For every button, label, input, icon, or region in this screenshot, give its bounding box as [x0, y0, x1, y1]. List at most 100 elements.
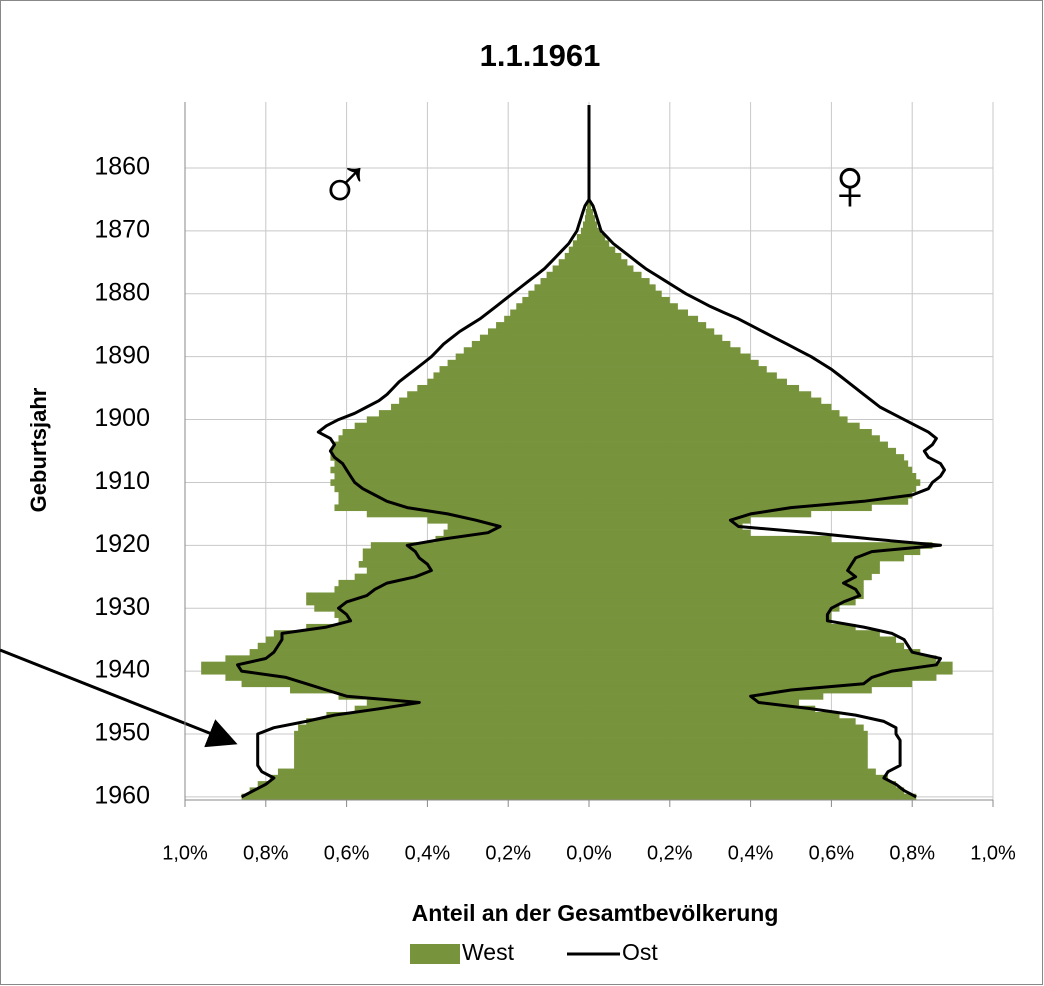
bar — [225, 674, 589, 681]
y-tick-label: 1900 — [94, 404, 150, 432]
bar — [354, 573, 589, 581]
bar — [589, 667, 953, 675]
x-tick-label: 0,0% — [566, 842, 612, 864]
bar — [354, 705, 589, 713]
x-tick-label: 0,8% — [889, 842, 935, 864]
bar — [589, 529, 751, 537]
y-tick-label: 1920 — [94, 530, 150, 558]
x-tick-label: 0,8% — [243, 842, 289, 864]
bar — [427, 517, 589, 524]
bar — [443, 529, 589, 537]
bar — [522, 296, 589, 304]
line — [587, 105, 946, 799]
bar — [269, 774, 589, 782]
bar — [589, 561, 880, 568]
x-tick-label: 0,6% — [809, 842, 855, 864]
bar — [589, 661, 953, 669]
bar — [589, 384, 800, 392]
bar — [589, 359, 759, 367]
y-axis-label: Geburtsjahr — [26, 387, 51, 512]
bar — [585, 208, 589, 216]
bar — [306, 592, 589, 600]
bar — [589, 517, 751, 524]
male-symbol: ♂ — [317, 143, 373, 226]
bar — [589, 649, 921, 656]
bar — [249, 649, 589, 656]
bar — [589, 623, 856, 631]
bar — [201, 661, 589, 669]
bar — [589, 315, 699, 323]
bar — [589, 793, 917, 801]
bar — [589, 774, 888, 782]
bar — [479, 334, 589, 342]
bar — [589, 479, 921, 486]
bar — [330, 479, 589, 486]
bar — [589, 340, 731, 348]
bar — [334, 586, 589, 593]
bar — [589, 743, 868, 750]
bar — [589, 636, 897, 644]
bar — [366, 699, 589, 706]
bar — [334, 485, 589, 493]
bar — [342, 428, 589, 436]
bar — [589, 378, 787, 386]
bar — [334, 611, 589, 618]
bar — [589, 787, 905, 795]
bar — [589, 391, 812, 398]
bar — [306, 718, 589, 725]
bar — [589, 680, 913, 688]
bar — [589, 252, 622, 260]
bar — [589, 246, 616, 254]
y-tick-label: 1870 — [94, 216, 150, 244]
bar — [294, 762, 589, 769]
bar — [589, 567, 880, 574]
bar — [399, 397, 589, 405]
bar — [589, 309, 688, 317]
bar — [589, 592, 864, 600]
bar — [463, 347, 589, 354]
bar — [589, 215, 596, 222]
bar — [407, 391, 589, 398]
bar — [362, 548, 589, 556]
bar — [257, 781, 589, 788]
bar — [589, 428, 872, 436]
bar — [589, 642, 905, 650]
bar — [584, 215, 589, 222]
bar — [326, 711, 589, 719]
bar — [589, 762, 868, 769]
bar — [589, 617, 832, 625]
x-tick-label: 1,0% — [970, 842, 1016, 864]
bar — [589, 347, 741, 354]
bar — [277, 768, 589, 776]
bar — [265, 636, 589, 644]
bar — [366, 567, 589, 574]
bar — [370, 542, 589, 549]
bar — [589, 686, 872, 694]
bar — [589, 554, 905, 562]
bar — [366, 416, 589, 424]
bar — [589, 510, 812, 518]
bar — [338, 579, 589, 587]
bar — [589, 768, 876, 776]
bar — [589, 705, 816, 713]
bar — [290, 686, 589, 694]
bar — [589, 328, 715, 335]
bar — [589, 737, 868, 744]
bar — [589, 711, 840, 719]
bar — [427, 378, 589, 386]
bar — [330, 454, 589, 461]
bar — [589, 403, 832, 411]
bar — [552, 265, 589, 273]
bar — [589, 749, 868, 757]
bar — [589, 473, 917, 480]
y-tick-label: 1860 — [94, 153, 150, 181]
bar — [540, 278, 589, 285]
bar — [362, 554, 589, 562]
bar — [589, 630, 880, 637]
bar — [589, 303, 678, 310]
bar — [589, 366, 767, 373]
bar — [586, 202, 589, 210]
bar — [589, 491, 913, 499]
bar — [589, 202, 592, 210]
bar — [589, 296, 670, 304]
